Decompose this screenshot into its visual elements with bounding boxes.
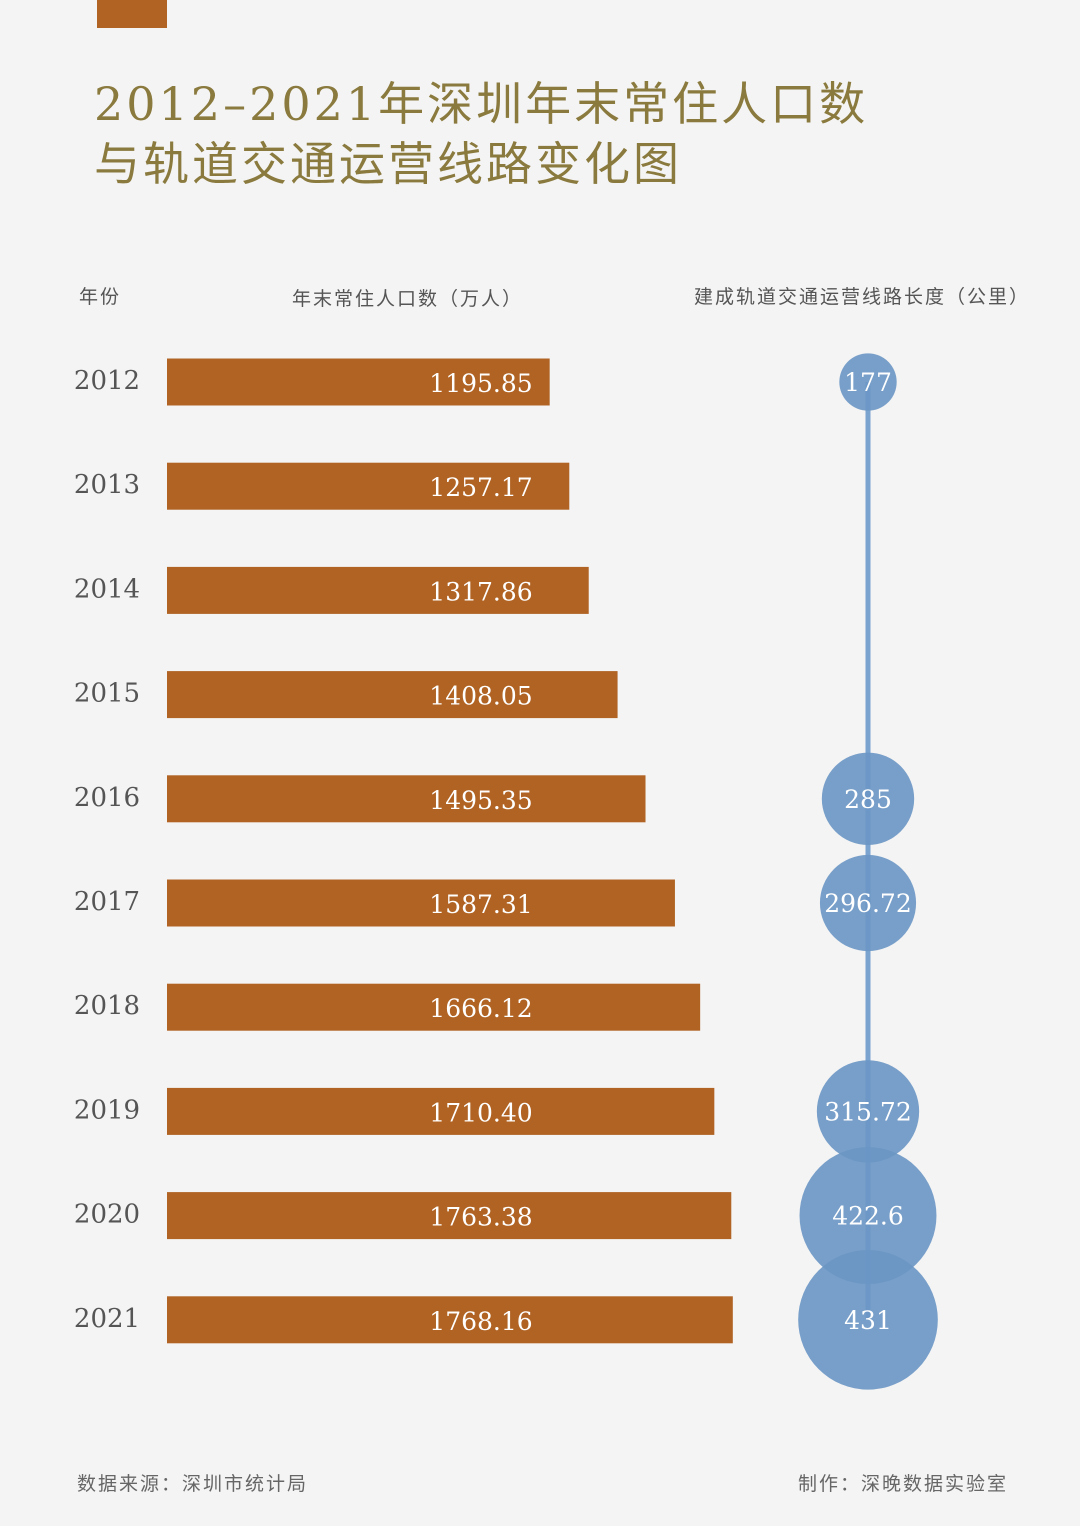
rail-bubble-2016 <box>821 752 915 845</box>
population-bar-2020 <box>167 1192 732 1240</box>
year-labels: 2012 2013 2014 2015 2016 2017 2018 2019 2020 2021 <box>74 366 140 1334</box>
year-label-2021: 2021 <box>74 1304 140 1334</box>
year-label-2016: 2016 <box>74 783 140 813</box>
year-label-2017: 2017 <box>74 887 140 917</box>
population-bar-2015 <box>167 671 618 719</box>
rail-label-2019: 315.72 <box>824 1097 911 1126</box>
credit-note: 制作：深晚数据实验室 <box>798 1473 1008 1495</box>
rail-bubbles: 177 285 296.72 315.72 422.6 431 <box>798 353 938 1390</box>
source-note: 数据来源：深圳市统计局 <box>77 1473 308 1495</box>
rail-label-2021: 431 <box>844 1306 892 1335</box>
population-label-2020: 1763.38 <box>429 1203 532 1232</box>
population-label-2014: 1317.86 <box>429 577 532 606</box>
chart-title: 2012–2021年深圳年末常住人口数 与轨道交通运营线路变化图 <box>94 77 868 191</box>
year-label-2015: 2015 <box>74 679 140 709</box>
year-label-2013: 2013 <box>74 470 140 500</box>
population-bar-2017 <box>167 879 675 927</box>
rail-column-header: 建成轨道交通运营线路长度（公里） <box>694 286 1030 308</box>
population-bars: 1195.85 1257.17 1317.86 1408.05 1495.35 1587.… <box>167 358 733 1344</box>
population-column-header: 年末常住人口数（万人） <box>292 288 523 310</box>
rail-bubble-2021 <box>798 1249 938 1390</box>
population-bar-2012 <box>167 358 550 406</box>
rail-label-2012: 177 <box>844 368 892 397</box>
chart-title-line-2: 与轨道交通运营线路变化图 <box>94 137 682 191</box>
population-label-2012: 1195.85 <box>429 369 532 398</box>
population-bar-2013 <box>167 462 570 510</box>
accent-block <box>97 0 167 28</box>
population-bar-2016 <box>167 775 646 823</box>
year-label-2018: 2018 <box>74 991 140 1021</box>
chart-title-line-1: 2012–2021年深圳年末常住人口数 <box>94 77 868 131</box>
rail-bubble-2020 <box>799 1147 937 1285</box>
population-label-2016: 1495.35 <box>429 786 532 815</box>
population-bar-2018 <box>167 983 701 1031</box>
population-label-2019: 1710.40 <box>429 1098 532 1127</box>
year-label-2019: 2019 <box>74 1095 140 1125</box>
year-label-2012: 2012 <box>74 366 140 396</box>
population-bar-2021 <box>167 1296 733 1344</box>
population-label-2017: 1587.31 <box>429 890 532 919</box>
year-label-2014: 2014 <box>74 574 140 604</box>
population-label-2015: 1408.05 <box>429 682 532 711</box>
rail-label-2017: 296.72 <box>824 889 911 918</box>
year-label-2020: 2020 <box>74 1200 140 1230</box>
rail-bubble-2012 <box>839 353 897 411</box>
population-label-2021: 1768.16 <box>429 1307 532 1336</box>
population-bar-2014 <box>167 566 589 614</box>
rail-bubble-2017 <box>819 854 917 952</box>
rail-bubble-2019 <box>816 1060 920 1163</box>
population-label-2018: 1666.12 <box>429 994 532 1023</box>
rail-label-2016: 285 <box>844 785 892 814</box>
rail-label-2020: 422.6 <box>832 1202 904 1231</box>
year-column-header: 年份 <box>79 286 121 308</box>
population-label-2013: 1257.17 <box>429 473 532 502</box>
population-bar-2019 <box>167 1087 715 1135</box>
